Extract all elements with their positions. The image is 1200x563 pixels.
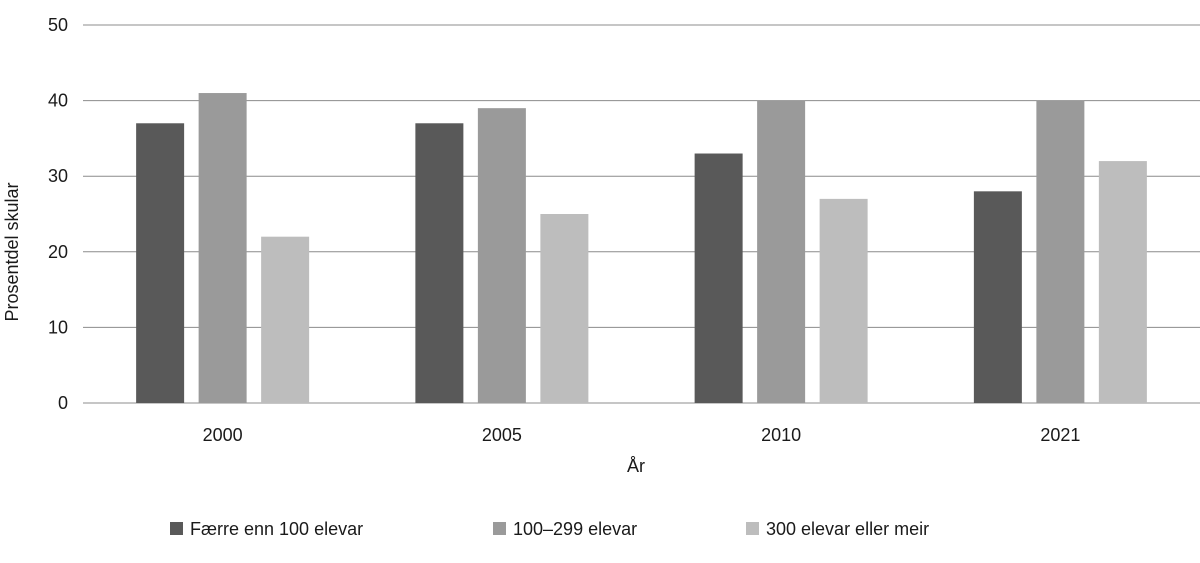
y-tick-label: 30 [48,166,68,186]
y-tick-labels: 0 10 20 30 40 50 [48,15,68,413]
bar [1036,100,1085,403]
x-tick-label: 2021 [1040,425,1080,445]
bar [1098,161,1147,403]
legend-swatch [746,522,759,535]
bar [477,108,526,403]
x-tick-label: 2005 [482,425,522,445]
legend-swatch [493,522,506,535]
bar [819,198,868,403]
legend-label: 100–299 elevar [513,519,637,539]
y-tick-label: 50 [48,15,68,35]
legend-swatch [170,522,183,535]
y-axis-title: Prosentdel skular [2,182,22,321]
legend: Færre enn 100 elevar 100–299 elevar 300 el… [170,519,929,539]
bar [136,123,185,403]
y-tick-label: 10 [48,317,68,337]
bar [694,153,743,403]
y-tick-label: 40 [48,91,68,111]
bar [540,214,589,403]
bar [973,191,1022,403]
bars [136,93,1147,403]
bar [198,93,247,403]
x-tick-label: 2000 [203,425,243,445]
y-tick-label: 0 [58,393,68,413]
x-tick-label: 2010 [761,425,801,445]
x-axis-title: År [627,456,645,476]
y-tick-label: 20 [48,242,68,262]
bar [415,123,464,403]
legend-label: 300 elevar eller meir [766,519,929,539]
bar [757,100,806,403]
x-tick-labels: 2000 2005 2010 2021 [203,425,1081,445]
bar [261,236,310,403]
gridlines [83,24,1200,404]
legend-label: Færre enn 100 elevar [190,519,363,539]
